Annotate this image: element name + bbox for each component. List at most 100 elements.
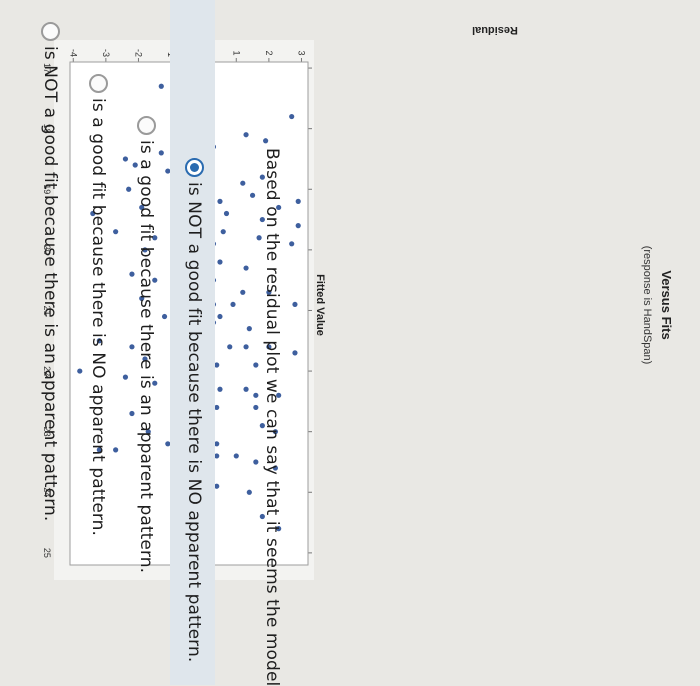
data-point	[276, 392, 282, 398]
option-4-label[interactable]: is NOT a good fit because there is an ap…	[40, 46, 60, 522]
y-tick-label: 3	[296, 50, 306, 55]
data-point	[217, 198, 223, 204]
data-point	[223, 210, 230, 217]
data-point	[132, 162, 138, 168]
data-point	[295, 198, 301, 204]
option-3[interactable]: is a good fit because there is NO appare…	[84, 0, 114, 685]
data-point	[240, 180, 246, 186]
question-label: Based on the residual plot we can say th…	[262, 148, 282, 686]
x-tick-label: 25	[42, 548, 52, 558]
x-tick-label: 21	[42, 305, 52, 315]
data-point	[122, 374, 129, 380]
y-tick-label: 2	[264, 50, 274, 55]
data-point	[96, 447, 102, 453]
data-point	[142, 356, 148, 362]
option-1[interactable]: is NOT a good fit because there is NO ap…	[180, 0, 210, 685]
y-tick-label: 1	[231, 50, 241, 55]
data-point	[113, 229, 119, 235]
data-point	[161, 313, 168, 320]
chart-title: Versus Fits	[659, 270, 674, 339]
x-axis-label: Fitted Value	[314, 274, 326, 336]
data-point	[276, 526, 282, 532]
data-point	[246, 489, 252, 495]
question-text: Based on the residual plot we can say th…	[262, 0, 292, 686]
data-point	[227, 344, 233, 350]
data-point	[129, 271, 135, 277]
data-point	[129, 410, 135, 417]
data-point	[158, 150, 164, 156]
data-point	[220, 229, 226, 235]
data-point	[165, 441, 171, 447]
data-point	[272, 465, 278, 471]
y-tick-label: -3	[101, 49, 111, 57]
data-point	[77, 368, 83, 374]
chart-subtitle: (response is HandSpan)	[641, 246, 653, 365]
data-point	[259, 174, 265, 180]
data-point	[289, 113, 295, 120]
data-point	[214, 441, 220, 447]
data-point	[253, 392, 259, 398]
data-point	[158, 83, 164, 89]
data-point	[289, 241, 295, 247]
data-point	[272, 429, 278, 435]
data-point	[253, 459, 259, 465]
data-point	[266, 344, 272, 350]
data-point	[259, 423, 265, 429]
data-point	[276, 204, 282, 211]
data-point	[214, 404, 220, 411]
data-point	[217, 313, 223, 320]
data-point	[246, 326, 252, 332]
data-point	[113, 447, 119, 453]
data-points	[77, 83, 301, 532]
data-point	[259, 216, 265, 223]
data-point	[217, 386, 223, 392]
data-point	[122, 156, 129, 162]
data-point	[243, 386, 249, 392]
data-point	[145, 429, 151, 435]
data-point	[142, 247, 148, 253]
option-3-label[interactable]: is a good fit because there is NO appare…	[88, 98, 108, 537]
option-4-radio[interactable]	[41, 22, 60, 41]
x-tick-label: 24	[42, 487, 52, 497]
option-2-label[interactable]: is a good fit because there is an appare…	[136, 140, 156, 574]
option-2[interactable]: is a good fit because there is an appare…	[132, 0, 162, 685]
data-point	[249, 192, 256, 198]
data-point	[243, 265, 249, 271]
data-point	[126, 186, 132, 192]
data-point	[139, 295, 145, 301]
data-point	[165, 168, 171, 174]
data-point	[214, 362, 220, 368]
data-point	[152, 277, 158, 283]
data-point	[243, 344, 249, 350]
fitted-value-axis: 17 18 19 20 21 22 23 24 25	[42, 63, 312, 558]
x-tick-label: 22	[42, 366, 52, 376]
data-point	[259, 513, 265, 520]
selected-option-highlight	[170, 0, 215, 685]
option-1-radio[interactable]	[185, 158, 204, 177]
data-point	[263, 138, 269, 144]
data-point	[217, 259, 223, 265]
data-point	[139, 204, 145, 211]
y-axis-label: Residual	[472, 24, 518, 36]
data-point	[243, 132, 249, 138]
y-tick-label: -4	[68, 49, 78, 57]
option-3-radio[interactable]	[89, 74, 108, 93]
option-1-label[interactable]: is NOT a good fit because there is NO ap…	[184, 182, 204, 663]
data-point	[214, 483, 220, 489]
data-point	[214, 453, 220, 459]
x-tick-label: 17	[42, 63, 52, 73]
x-tick-label: 19	[42, 184, 52, 194]
data-point	[253, 362, 259, 368]
data-point	[90, 210, 96, 217]
data-point	[230, 301, 236, 308]
x-tick-label: 23	[42, 427, 52, 437]
y-tick-label: -2	[133, 49, 143, 57]
option-4[interactable]: is NOT a good fit because there is an ap…	[36, 0, 66, 685]
data-point	[292, 350, 298, 356]
option-2-radio[interactable]	[137, 116, 156, 135]
x-tick-label: 18	[42, 124, 52, 134]
data-point	[266, 289, 272, 295]
data-point	[292, 301, 298, 308]
data-point	[256, 235, 262, 241]
data-point	[295, 223, 301, 229]
